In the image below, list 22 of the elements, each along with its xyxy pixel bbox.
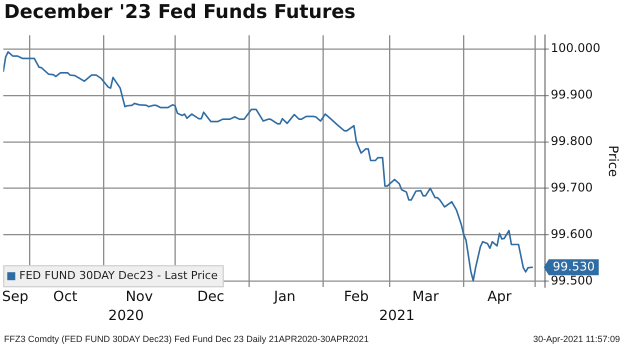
x-tick-label: Apr bbox=[487, 289, 512, 306]
y-tick-label: 99.800 bbox=[550, 134, 593, 148]
text: 30-Apr-2021 11:57:09 bbox=[533, 334, 620, 344]
x-tick-label: Oct bbox=[53, 289, 78, 306]
text: FFZ3 Comdty (FED FUND 30DAY Dec23) Fed Fund Dec 23 Daily 21APR2020-30APR2021 bbox=[4, 334, 369, 344]
text: 2021 bbox=[379, 308, 415, 324]
x-tick-label: Jan bbox=[272, 289, 296, 306]
x-tick-label: Feb bbox=[344, 289, 369, 306]
legend-label: FED FUND 30DAY Dec23 - Last Price bbox=[19, 269, 218, 282]
annotation: 99.530 bbox=[552, 259, 595, 274]
y-tick-label: 100.000 bbox=[550, 41, 600, 56]
x-tick-label: Mar bbox=[412, 289, 439, 306]
y-tick-label: 99.600 bbox=[550, 226, 593, 241]
x-tick-label: Sep bbox=[2, 289, 28, 306]
x-tick-label: Dec bbox=[197, 289, 224, 306]
y-tick-label: 99.900 bbox=[550, 88, 593, 102]
y-axis-title: Price bbox=[604, 145, 620, 178]
y-tick-label: 99.500 bbox=[550, 273, 593, 288]
x-tick-label: Nov bbox=[126, 289, 153, 306]
y-tick-label: 99.700 bbox=[550, 180, 593, 194]
text: 2020 bbox=[108, 308, 144, 324]
chart-title: December '23 Fed Funds Futures bbox=[4, 1, 356, 23]
